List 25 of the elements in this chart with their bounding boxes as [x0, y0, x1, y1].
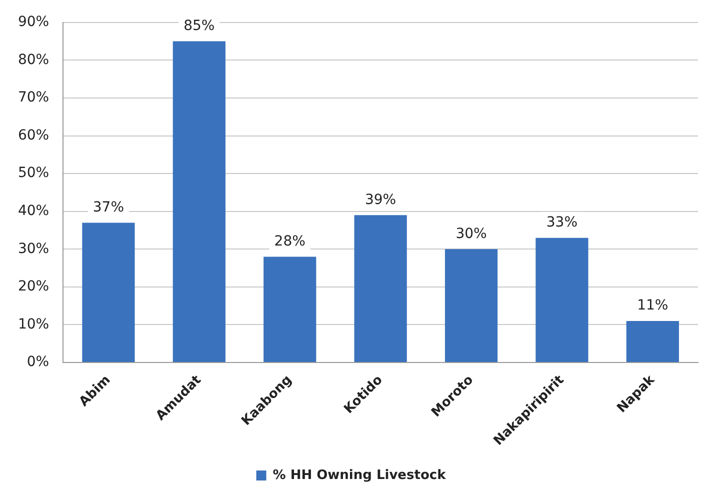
- bar: [626, 320, 679, 362]
- data-label: 39%: [364, 192, 396, 208]
- bar: [444, 249, 498, 362]
- data-label: 33%: [546, 214, 578, 230]
- y-tick-label: 70%: [18, 90, 50, 106]
- data-label: 85%: [184, 18, 215, 34]
- y-tick-label: 50%: [18, 165, 50, 182]
- bar: [536, 238, 588, 362]
- y-tick-label: 30%: [18, 240, 50, 257]
- bar: [354, 215, 407, 362]
- data-label: 11%: [637, 298, 668, 314]
- y-tick-label: 10%: [18, 316, 50, 332]
- y-tick-label: 90%: [18, 14, 50, 30]
- y-tick-label: 80%: [18, 52, 50, 68]
- legend-label: % HH Owning Livestock: [272, 468, 446, 483]
- data-label: 28%: [274, 233, 306, 250]
- bar: [82, 222, 135, 362]
- y-tick-label: 20%: [18, 278, 50, 295]
- data-label: 37%: [92, 199, 124, 216]
- y-tick-label: 0%: [26, 354, 50, 370]
- bar: [172, 41, 226, 362]
- y-tick-label: 60%: [18, 127, 50, 144]
- data-label: 30%: [456, 226, 487, 242]
- bar: [264, 256, 316, 362]
- y-tick-label: 40%: [18, 203, 50, 220]
